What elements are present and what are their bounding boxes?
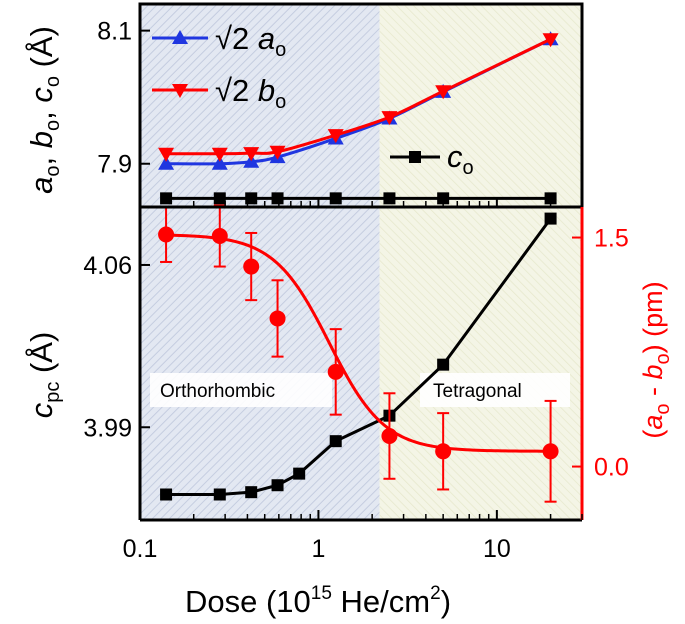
diff-point	[542, 443, 559, 460]
bottom-y-tick-label: 3.99	[83, 414, 132, 442]
diff-point	[211, 228, 228, 245]
legend-label: √2 bo	[215, 73, 286, 113]
x-axis-label: Dose (1015 He/cm2)	[185, 583, 451, 619]
top-series-2-point	[383, 192, 396, 205]
top-series-2-point	[245, 192, 258, 205]
top-y-axis-label: ao, bo, co (Å)	[24, 26, 64, 194]
top-panel-frame	[138, 2, 584, 209]
diff-point	[158, 226, 175, 243]
legend-label: √2 ao	[215, 21, 286, 61]
top-series-2-point	[437, 192, 450, 205]
cpc-point	[213, 488, 226, 501]
cpc-point	[160, 488, 173, 501]
top-series-1-point	[327, 129, 344, 144]
phase-label-tetragonal: Tetragonal	[433, 381, 522, 402]
top-series-2-point	[213, 192, 226, 205]
tetragonal-region	[379, 4, 582, 520]
top-series-2-point	[544, 192, 557, 205]
phase-label-orthorhombic: Orthorhombic	[160, 381, 275, 402]
top-series-1-point	[269, 145, 286, 160]
top-series-2-point	[329, 192, 342, 205]
diff-fit-curve	[166, 233, 548, 453]
x-tick-label: 0.1	[123, 535, 158, 563]
top-series-0-point	[211, 155, 228, 170]
top-series-2-point	[271, 192, 284, 205]
diff-point	[327, 363, 344, 380]
bottom-y-tick-label: 4.06	[83, 252, 132, 280]
phase-label-box	[150, 373, 332, 407]
cpc-point	[437, 358, 450, 371]
cpc-point	[245, 486, 258, 499]
diff-point	[269, 310, 286, 327]
diff-point	[243, 258, 260, 275]
x-tick-label: 10	[483, 535, 511, 563]
top-series-1-point	[435, 85, 452, 100]
top-series-1-point	[243, 147, 260, 162]
cpc-point	[544, 212, 557, 225]
top-series-1-point	[381, 111, 398, 126]
diff-point	[381, 428, 398, 445]
top-series-0-point	[158, 155, 175, 170]
right-y-tick-label: 1.5	[594, 225, 629, 253]
top-series-1-point	[542, 33, 559, 48]
cpc-point	[329, 435, 342, 448]
cpc-point	[271, 479, 284, 492]
legend-label: co	[447, 139, 474, 179]
diff-point	[435, 443, 452, 460]
x-tick-label: 1	[311, 535, 325, 563]
top-y-tick-label: 8.1	[97, 18, 132, 46]
bottom-y-axis-label: cpc (Å)	[24, 332, 64, 419]
top-series-1-point	[211, 147, 228, 162]
right-y-tick-label: 0.0	[594, 454, 629, 482]
top-y-tick-label: 7.9	[97, 151, 132, 179]
right-y-axis-label: (ao - bo) (pm)	[638, 281, 674, 438]
cpc-point	[293, 467, 306, 480]
top-series-2-point	[160, 192, 173, 205]
top-series-1-point	[158, 147, 175, 162]
